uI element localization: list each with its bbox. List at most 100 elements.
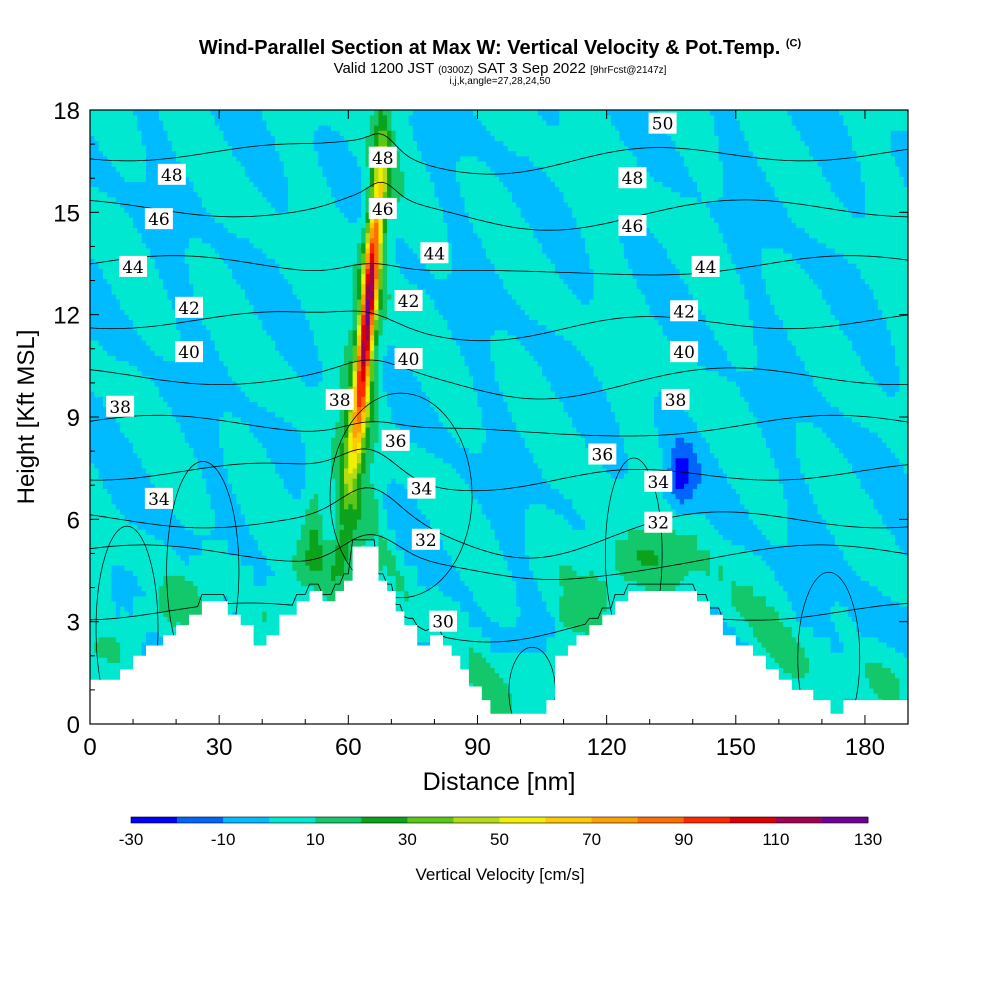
vertical-velocity-field <box>90 110 908 724</box>
w-cell <box>236 370 242 377</box>
w-cell <box>189 360 194 367</box>
w-cell <box>167 370 173 377</box>
w-cell <box>171 554 177 561</box>
w-cell <box>115 181 121 188</box>
w-cell <box>210 452 216 459</box>
w-cell <box>111 349 117 356</box>
w-cell <box>141 406 147 413</box>
w-cell <box>107 288 113 295</box>
w-cell <box>189 390 194 397</box>
w-cell <box>253 124 259 131</box>
w-cell <box>266 431 272 438</box>
w-cell <box>141 344 147 351</box>
w-cell <box>257 232 263 239</box>
w-cell <box>98 324 104 331</box>
w-cell <box>262 585 268 592</box>
w-cell <box>201 401 207 408</box>
w-cell <box>171 442 177 448</box>
w-cell <box>94 590 100 597</box>
w-cell <box>111 181 117 188</box>
w-cell <box>240 237 246 244</box>
w-cell <box>111 672 117 679</box>
w-cell <box>90 380 95 387</box>
w-cell <box>223 227 229 234</box>
w-cell <box>210 564 216 571</box>
w-cell <box>163 385 169 392</box>
w-cell <box>90 324 95 331</box>
w-cell <box>150 227 156 234</box>
w-cell <box>193 293 199 300</box>
w-cell <box>171 488 177 495</box>
w-cell <box>253 191 259 198</box>
w-cell <box>171 288 177 295</box>
w-cell <box>253 590 259 597</box>
w-cell <box>163 339 169 346</box>
w-cell <box>107 268 113 275</box>
w-cell <box>257 585 263 592</box>
w-cell <box>266 631 272 638</box>
w-cell <box>223 370 229 377</box>
w-cell <box>107 334 113 341</box>
w-cell <box>111 135 117 141</box>
w-cell <box>227 278 233 285</box>
w-cell <box>102 672 108 679</box>
w-cell <box>158 590 164 597</box>
w-cell <box>266 447 272 454</box>
w-cell <box>219 263 225 269</box>
w-cell <box>180 390 186 397</box>
w-cell <box>120 355 126 362</box>
w-cell <box>193 477 199 484</box>
w-cell <box>167 288 173 295</box>
w-cell <box>223 585 229 592</box>
w-cell <box>227 380 233 387</box>
w-cell <box>102 626 108 633</box>
w-cell <box>262 513 268 520</box>
w-cell <box>98 206 104 213</box>
w-cell <box>184 600 190 607</box>
w-cell <box>236 498 242 505</box>
w-cell <box>253 436 259 443</box>
w-cell <box>124 365 130 372</box>
w-cell <box>257 319 263 326</box>
w-cell <box>253 406 259 413</box>
w-cell <box>223 339 229 346</box>
w-cell <box>189 324 194 331</box>
w-cell <box>240 508 246 515</box>
w-cell <box>236 124 242 131</box>
w-cell <box>244 493 250 500</box>
w-cell <box>145 442 151 448</box>
w-cell <box>266 483 272 489</box>
w-cell <box>197 365 203 372</box>
w-cell <box>145 186 151 193</box>
w-cell <box>257 227 263 234</box>
w-cell <box>158 411 164 418</box>
w-cell <box>90 349 95 356</box>
w-cell <box>163 631 169 638</box>
w-cell <box>128 196 134 203</box>
w-cell <box>262 488 268 495</box>
w-cell <box>163 616 169 622</box>
w-cell <box>102 508 108 515</box>
w-cell <box>124 196 130 203</box>
w-cell <box>201 396 207 402</box>
w-cell <box>176 483 182 489</box>
w-cell <box>111 426 117 433</box>
w-cell <box>210 580 216 587</box>
w-cell <box>219 110 225 116</box>
w-cell <box>94 365 100 372</box>
w-cell <box>176 247 182 254</box>
w-cell <box>98 575 104 582</box>
w-cell <box>189 539 194 546</box>
w-cell <box>128 110 134 116</box>
w-cell <box>145 549 151 556</box>
w-cell <box>193 283 199 290</box>
w-cell <box>236 483 242 489</box>
w-cell <box>145 411 151 418</box>
w-cell <box>240 303 246 310</box>
w-cell <box>257 110 263 116</box>
w-cell <box>98 564 104 571</box>
w-cell <box>266 380 272 387</box>
w-cell <box>115 426 121 433</box>
w-cell <box>150 385 156 392</box>
w-cell <box>244 513 250 520</box>
